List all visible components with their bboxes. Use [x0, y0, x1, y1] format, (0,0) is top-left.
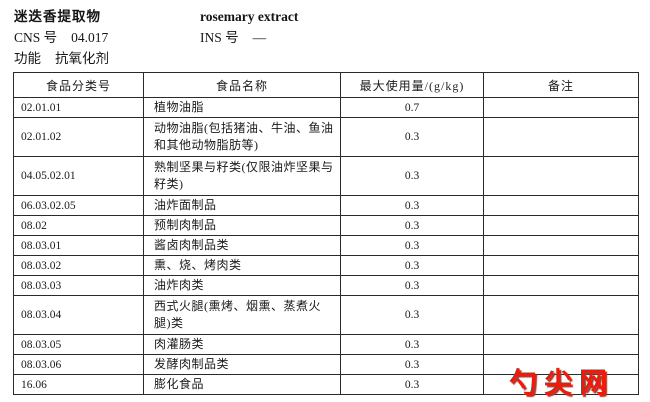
cell-max-usage: 0.3: [340, 275, 484, 296]
cell-food-category-code: 08.03.02: [13, 255, 144, 276]
cell-note: [483, 117, 639, 157]
cell-note: [483, 275, 639, 296]
cns-ins-line: CNS 号 04.017 INS 号 —: [14, 27, 640, 48]
cell-note: [483, 295, 639, 335]
cell-note: [483, 215, 639, 236]
doc-header: 迷迭香提取物 rosemary extract CNS 号 04.017 INS 号 —…: [14, 6, 640, 69]
table-row: 08.03.03 油炸肉类 0.3: [13, 275, 639, 296]
cell-max-usage: 0.3: [340, 295, 484, 335]
cell-food-category-code: 08.03.03: [13, 275, 144, 296]
cell-note: [483, 97, 639, 118]
additive-name-cn: 迷迭香提取物: [14, 9, 101, 24]
column-header-food-name: 食品名称: [143, 72, 341, 98]
cell-food-name: 熟制坚果与籽类(仅限油炸坚果与籽类): [143, 156, 341, 196]
cell-max-usage: 0.3: [340, 255, 484, 276]
cell-max-usage: 0.3: [340, 195, 484, 216]
cell-max-usage: 0.7: [340, 97, 484, 118]
cell-food-name: 植物油脂: [143, 97, 341, 118]
cell-food-name: 膨化食品: [143, 374, 341, 395]
table-row: 16.06 膨化食品 0.3: [13, 374, 639, 395]
ins-label: INS 号: [200, 30, 239, 45]
cell-food-name: 肉灌肠类: [143, 334, 341, 355]
cell-food-name: 熏、烧、烤肉类: [143, 255, 341, 276]
cell-note: [483, 235, 639, 256]
table-row: 04.05.02.01 熟制坚果与籽类(仅限油炸坚果与籽类) 0.3: [13, 156, 639, 196]
table-row: 08.03.01 酱卤肉制品类 0.3: [13, 235, 639, 256]
function-label: 功能: [14, 51, 41, 66]
table-header-row: 食品分类号 食品名称 最大使用量/(g/kg) 备注: [13, 72, 639, 98]
cell-food-name: 动物油脂(包括猪油、牛油、鱼油和其他动物脂肪等): [143, 117, 341, 157]
cell-note: [483, 195, 639, 216]
cell-food-category-code: 02.01.01: [13, 97, 144, 118]
cell-note: [483, 156, 639, 196]
table-row: 08.03.04 西式火腿(熏烤、烟熏、蒸煮火腿)类 0.3: [13, 295, 639, 335]
column-header-max-usage: 最大使用量/(g/kg): [340, 72, 484, 98]
cell-food-name: 发酵肉制品类: [143, 354, 341, 375]
cell-max-usage: 0.3: [340, 334, 484, 355]
cell-food-name: 西式火腿(熏烤、烟熏、蒸煮火腿)类: [143, 295, 341, 335]
ins-value: —: [252, 30, 267, 45]
cell-food-category-code: 08.03.04: [13, 295, 144, 335]
cell-max-usage: 0.3: [340, 235, 484, 256]
table-row: 08.02 预制肉制品 0.3: [13, 215, 639, 236]
cell-food-category-code: 08.03.05: [13, 334, 144, 355]
cell-food-name: 油炸面制品: [143, 195, 341, 216]
additive-name-en: rosemary extract: [200, 9, 299, 24]
title-line: 迷迭香提取物 rosemary extract: [14, 6, 640, 27]
table-row: 08.03.02 熏、烧、烤肉类 0.3: [13, 255, 639, 276]
cell-food-category-code: 16.06: [13, 374, 144, 395]
cell-note: [483, 334, 639, 355]
cell-max-usage: 0.3: [340, 354, 484, 375]
cell-max-usage: 0.3: [340, 215, 484, 236]
cns-value: 04.017: [71, 30, 109, 45]
table-row: 08.03.05 肉灌肠类 0.3: [13, 334, 639, 355]
cell-food-category-code: 08.03.06: [13, 354, 144, 375]
cell-max-usage: 0.3: [340, 374, 484, 395]
cell-food-category-code: 08.02: [13, 215, 144, 236]
cell-food-category-code: 06.03.02.05: [13, 195, 144, 216]
cell-note: [483, 255, 639, 276]
cell-food-category-code: 08.03.01: [13, 235, 144, 256]
cell-food-category-code: 02.01.02: [13, 117, 144, 157]
table-row: 02.01.02 动物油脂(包括猪油、牛油、鱼油和其他动物脂肪等) 0.3: [13, 117, 639, 157]
cell-food-name: 预制肉制品: [143, 215, 341, 236]
table-row: 06.03.02.05 油炸面制品 0.3: [13, 195, 639, 216]
ins-group: INS 号 —: [200, 30, 266, 45]
cell-max-usage: 0.3: [340, 117, 484, 157]
column-header-food-category-code: 食品分类号: [13, 72, 144, 98]
table-row: 02.01.01 植物油脂 0.7: [13, 97, 639, 118]
cell-note: [483, 374, 639, 395]
watermark-text: 勺尖网: [508, 367, 614, 398]
cell-food-name: 油炸肉类: [143, 275, 341, 296]
cns-label: CNS 号: [14, 30, 58, 45]
cell-food-category-code: 04.05.02.01: [13, 156, 144, 196]
function-value: 抗氧化剂: [55, 51, 109, 66]
cell-food-name: 酱卤肉制品类: [143, 235, 341, 256]
cell-max-usage: 0.3: [340, 156, 484, 196]
cns-group: CNS 号 04.017: [14, 27, 200, 48]
function-line: 功能 抗氧化剂: [14, 48, 640, 69]
column-header-note: 备注: [483, 72, 639, 98]
usage-table: 食品分类号 食品名称 最大使用量/(g/kg) 备注 02.01.01 植物油脂…: [13, 72, 639, 395]
